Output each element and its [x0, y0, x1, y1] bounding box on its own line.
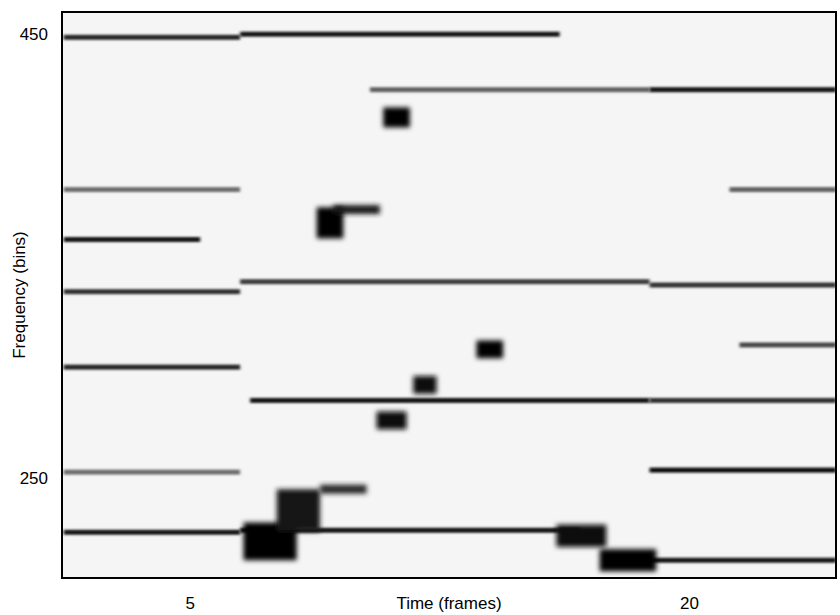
blob [476, 341, 503, 359]
x-tick-label: 5 [185, 594, 194, 613]
track [64, 470, 240, 475]
track [370, 87, 650, 92]
track [64, 187, 240, 192]
blob [333, 205, 380, 214]
blob [383, 107, 410, 127]
plot-background [62, 12, 836, 578]
blob [277, 489, 320, 531]
track [64, 35, 240, 40]
blob [556, 525, 606, 547]
track [729, 187, 836, 192]
track [64, 365, 240, 370]
marks [64, 32, 836, 572]
track [650, 87, 836, 92]
track [64, 289, 240, 294]
track [650, 398, 836, 403]
y-tick-label: 250 [20, 469, 48, 488]
blob [600, 549, 657, 571]
blob [413, 376, 436, 394]
track [240, 279, 649, 284]
y-tick-label: 450 [20, 25, 48, 44]
track [650, 468, 836, 473]
x-axis-title: Time (frames) [396, 594, 501, 613]
x-tick-label: 20 [680, 594, 699, 613]
track [64, 530, 240, 535]
blob [377, 412, 407, 430]
track [64, 237, 200, 242]
chart: 5 20 250 450 Time (frames) Frequency (bins) [0, 0, 840, 615]
track [240, 32, 560, 37]
blob [320, 485, 367, 494]
track [650, 283, 836, 288]
track [650, 558, 836, 563]
track [739, 342, 836, 347]
y-axis-title: Frequency (bins) [10, 231, 29, 359]
plot-frame [62, 12, 836, 578]
track [250, 398, 649, 403]
